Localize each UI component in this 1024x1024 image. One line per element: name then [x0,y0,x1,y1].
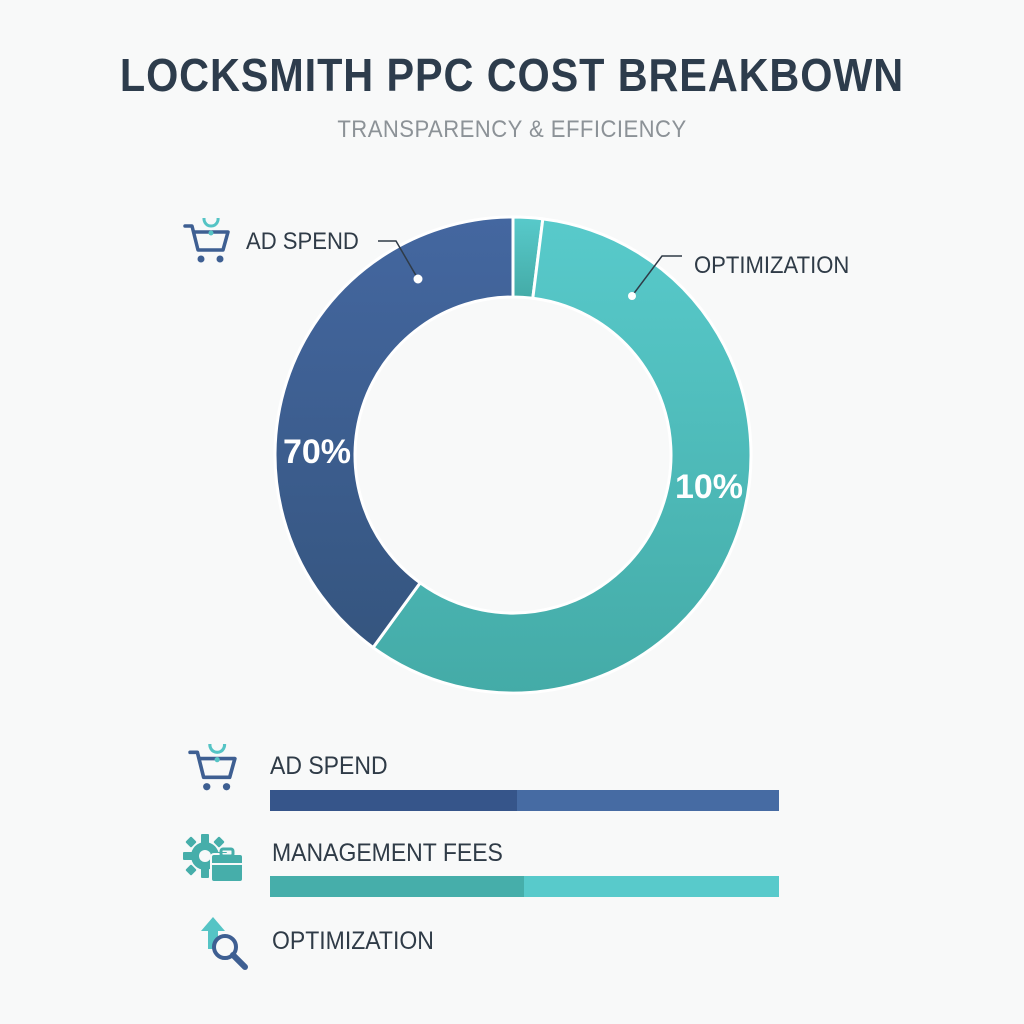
ad-spend-callout-line [378,240,419,280]
ad-spend-callout-dot [413,274,423,284]
legend-label-ad-spend: AD SPEND [270,752,388,780]
legend-label-management-fees: MANAGEMENT FEES [272,839,503,867]
legend-label-optimization: OPTIMIZATION [272,927,434,955]
cart-icon [183,218,230,263]
optimization-callout-dot [628,292,636,300]
data-label-optimization: 10% [675,468,743,506]
arrow-magnifier-icon [201,917,248,970]
callout-optimization: OPTIMIZATION [694,252,850,279]
legend-bar-management-fees-light [524,876,779,897]
chart-title: LOCKSMITH PPC COST BREAKBOWN [119,49,905,101]
legend-bar-ad-spend-dark [270,790,517,811]
chart-subtitle: TRANSPARENCY & EFFICIENCY [337,116,687,143]
legend-bar-management-fees-dark [270,876,524,897]
donut-slice-ad-spend [273,215,515,650]
legend-bar-management-fees [270,876,779,897]
cart-icon [188,744,237,791]
gear-briefcase-icon [183,834,244,883]
data-label-ad-spend: 70% [283,433,351,471]
legend-bar-ad-spend [270,790,779,811]
legend-bar-ad-spend-light [517,790,779,811]
callout-ad-spend: AD SPEND [246,228,359,255]
donut-chart: 70% 10% [273,215,753,695]
optimization-callout-line [631,255,682,297]
donut-slice-optimization [371,217,753,695]
